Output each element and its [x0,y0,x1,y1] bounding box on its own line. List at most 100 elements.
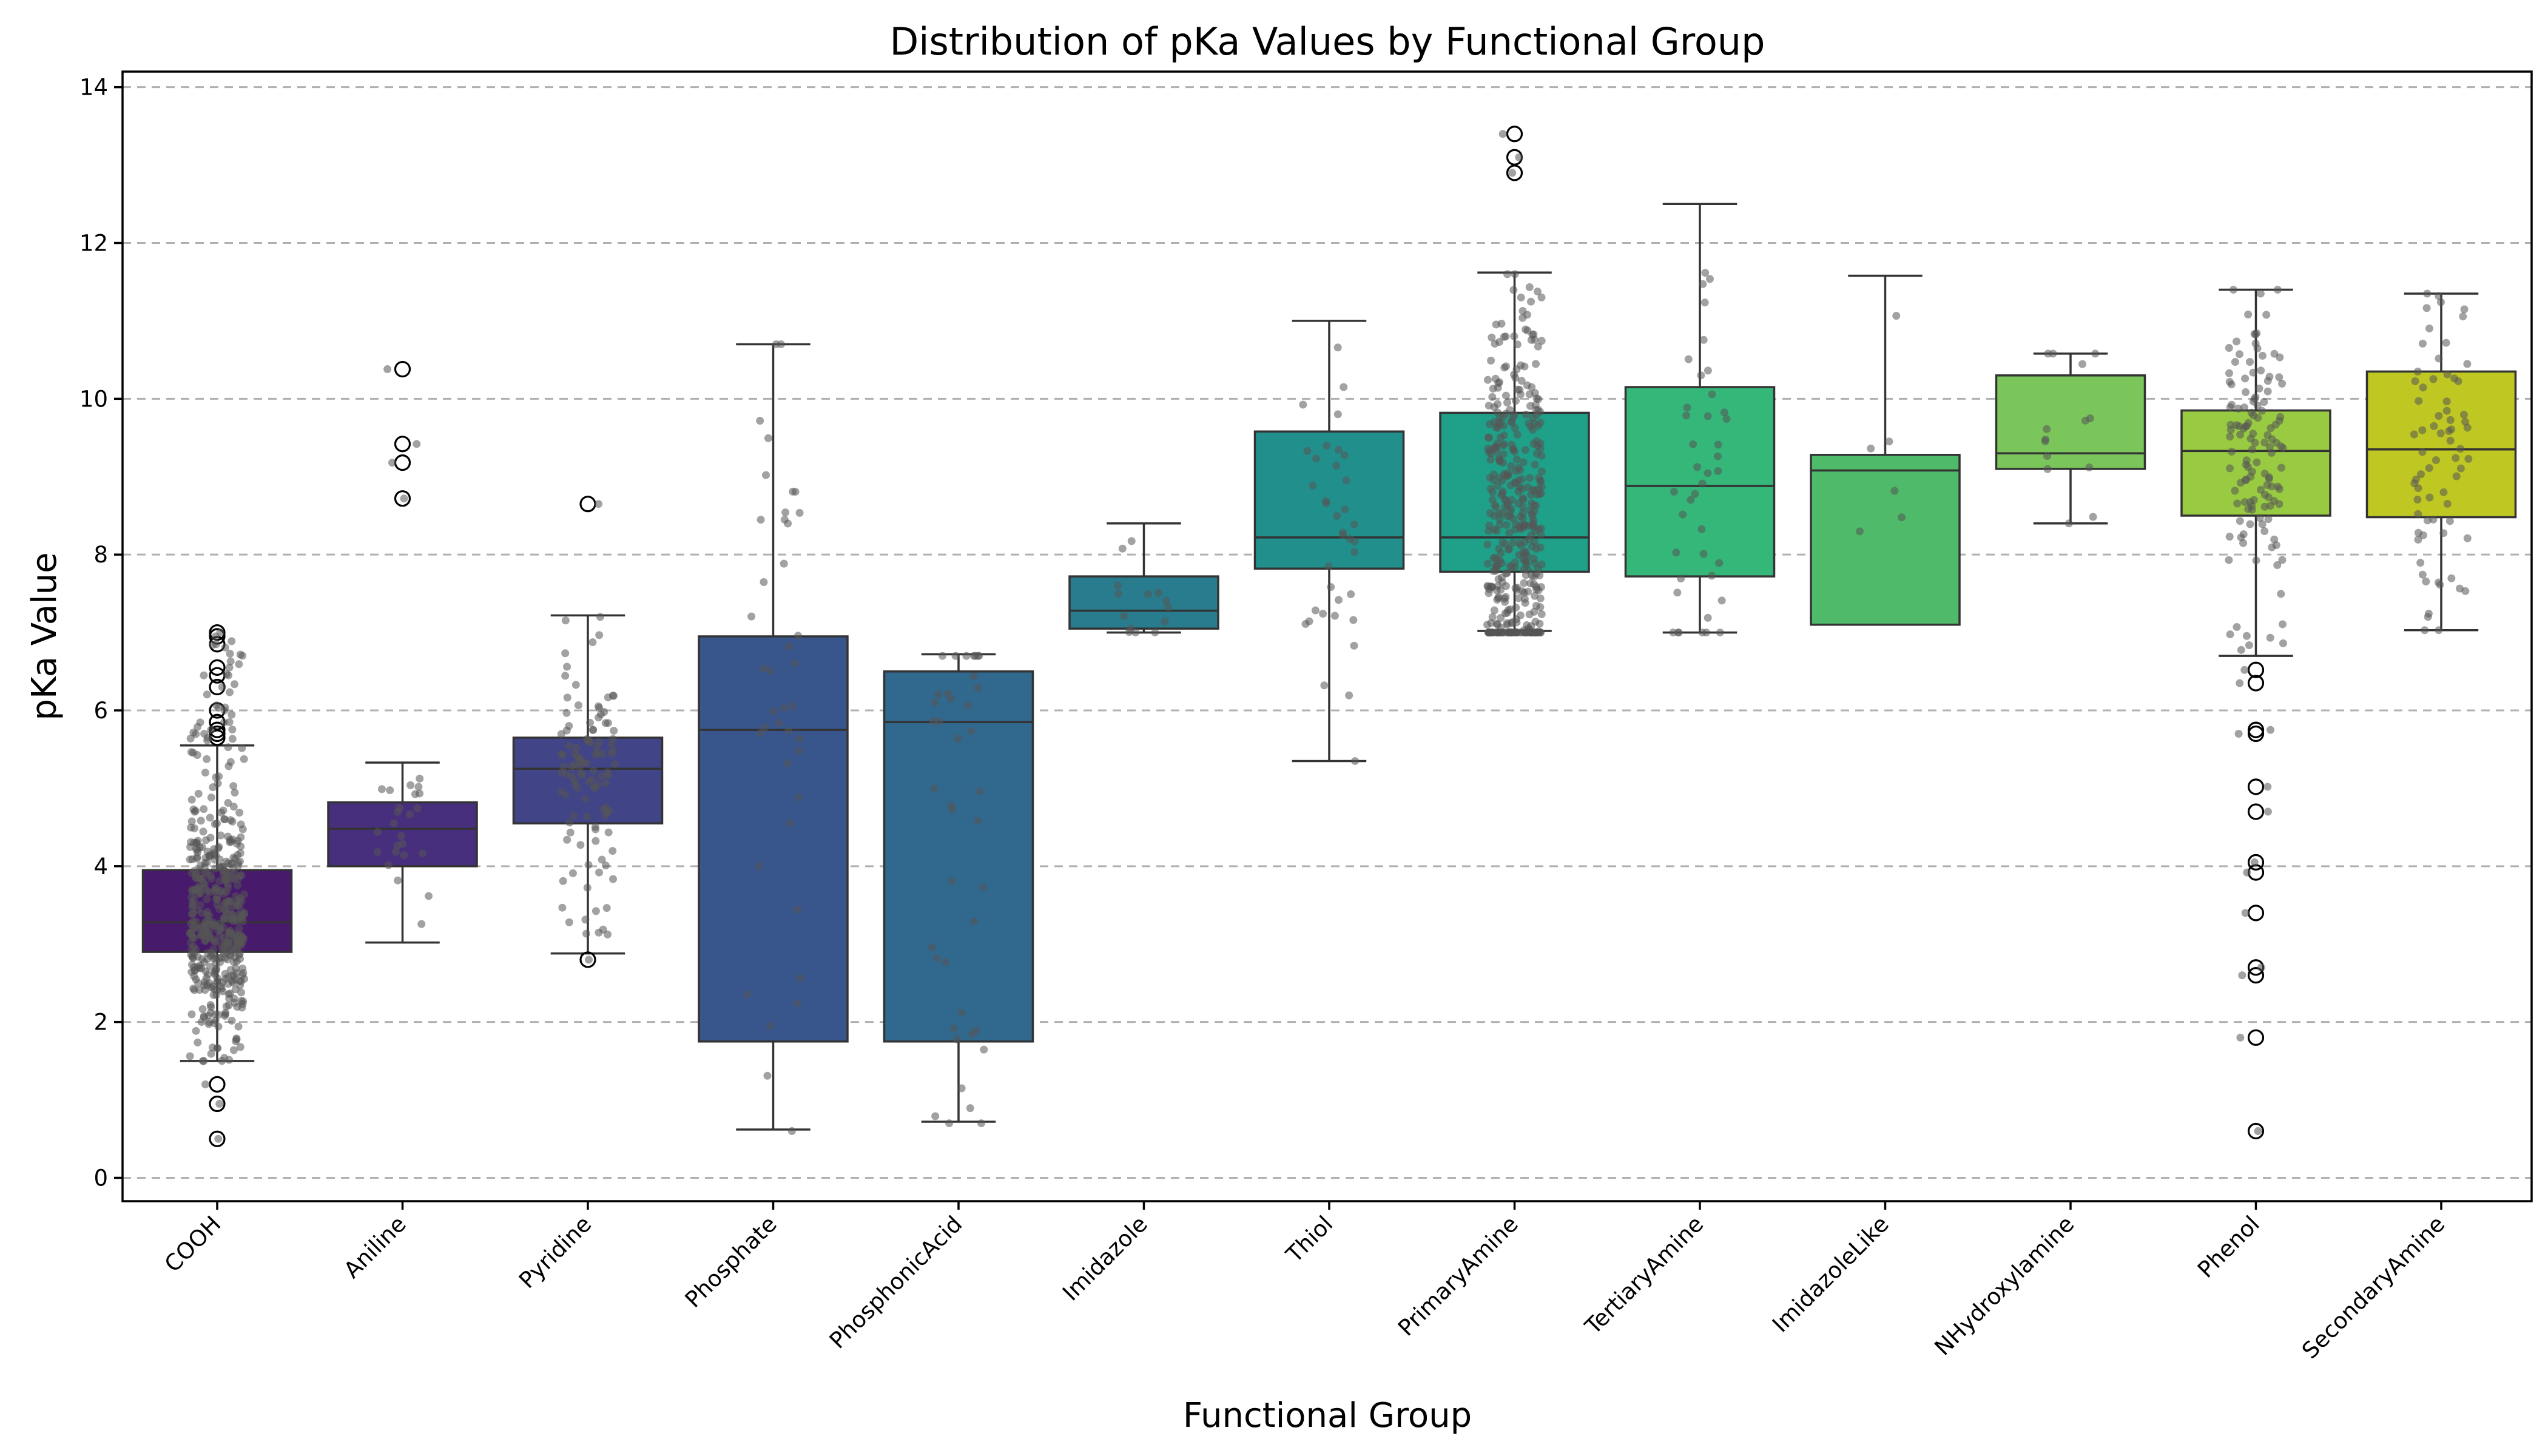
data-point [964,701,972,710]
data-point [559,763,568,771]
y-tick-label: 0 [93,1165,108,1191]
data-point [2243,868,2251,877]
data-point [1528,571,1536,580]
data-point [197,861,205,870]
iqr-box [2365,370,2517,519]
data-point [231,854,240,863]
data-point [226,989,234,998]
data-point [930,784,939,793]
data-point [224,743,232,752]
data-point [1502,521,1511,529]
data-point [949,1024,958,1033]
data-point [1518,514,1527,523]
data-point [1494,594,1503,602]
data-point [237,988,246,997]
data-point [595,500,603,508]
data-point [2413,496,2422,504]
data-point [941,958,949,966]
data-point [592,837,600,845]
data-point [980,1045,988,1054]
data-point [189,805,198,814]
data-point [203,895,211,903]
data-point [1502,569,1511,578]
data-point [1537,524,1545,533]
data-point [1488,393,1497,401]
data-point [1704,613,1712,622]
outlier-point [2247,675,2265,692]
outlier-point [394,490,411,507]
data-point [2231,358,2239,366]
data-point [186,843,195,851]
data-point [373,828,382,837]
data-point [1517,293,1525,302]
data-point [1717,596,1726,605]
data-point [1508,419,1516,427]
data-point [2241,374,2250,383]
data-point [1514,476,1523,485]
y-axis-label: pKa Value [25,552,64,720]
data-point [604,828,613,837]
data-point [189,728,198,736]
data-point [235,925,243,933]
plot-frame [121,70,2533,1202]
data-point [215,772,223,781]
data-point [1522,558,1531,566]
data-point [198,843,206,851]
data-point [214,1134,223,1143]
data-point [557,750,565,758]
data-point [969,652,978,660]
data-point [2436,298,2445,306]
data-point [2266,502,2274,510]
data-point [2225,344,2233,352]
outlier-point [2247,905,2265,922]
data-point [1485,433,1494,442]
data-point [2254,1127,2262,1135]
data-point [601,719,610,727]
data-point [2435,292,2443,300]
data-point [237,871,246,880]
data-point [1488,613,1497,621]
data-point [1512,467,1520,475]
data-point [1490,606,1498,615]
data-point [2277,590,2285,598]
data-point [1500,332,1508,341]
data-point [231,788,239,797]
data-point [567,763,576,772]
points-cooh [186,629,249,1143]
data-point [1499,421,1508,430]
points-nhydroxylamine [2041,349,2100,528]
data-point [1522,410,1530,419]
data-point [1495,413,1504,422]
data-point [238,744,246,752]
data-point [219,806,228,815]
data-point [2270,535,2279,544]
data-point [1312,454,1321,463]
data-point [1492,320,1500,329]
data-point [2263,783,2272,791]
outlier-point [2247,1122,2265,1140]
data-point [236,1043,244,1051]
data-point [2410,479,2419,488]
data-point [2413,367,2422,376]
data-point [1322,497,1330,505]
data-point [203,868,212,877]
data-point [1534,629,1542,637]
data-point [1700,298,1709,307]
data-point [394,876,402,885]
data-point [604,930,612,939]
data-point [1679,510,1687,519]
data-point [198,1005,207,1013]
data-point [795,508,804,517]
data-point [1512,397,1520,405]
data-point [1486,473,1494,482]
data-point [232,945,241,954]
data-point [1127,537,1136,545]
data-point [1488,333,1496,342]
data-point [2251,393,2260,402]
data-point [2418,570,2427,579]
data-point [1350,520,1358,528]
data-point [405,810,414,818]
data-point [2257,485,2265,494]
data-point [2233,499,2242,508]
data-point [1334,596,1343,604]
